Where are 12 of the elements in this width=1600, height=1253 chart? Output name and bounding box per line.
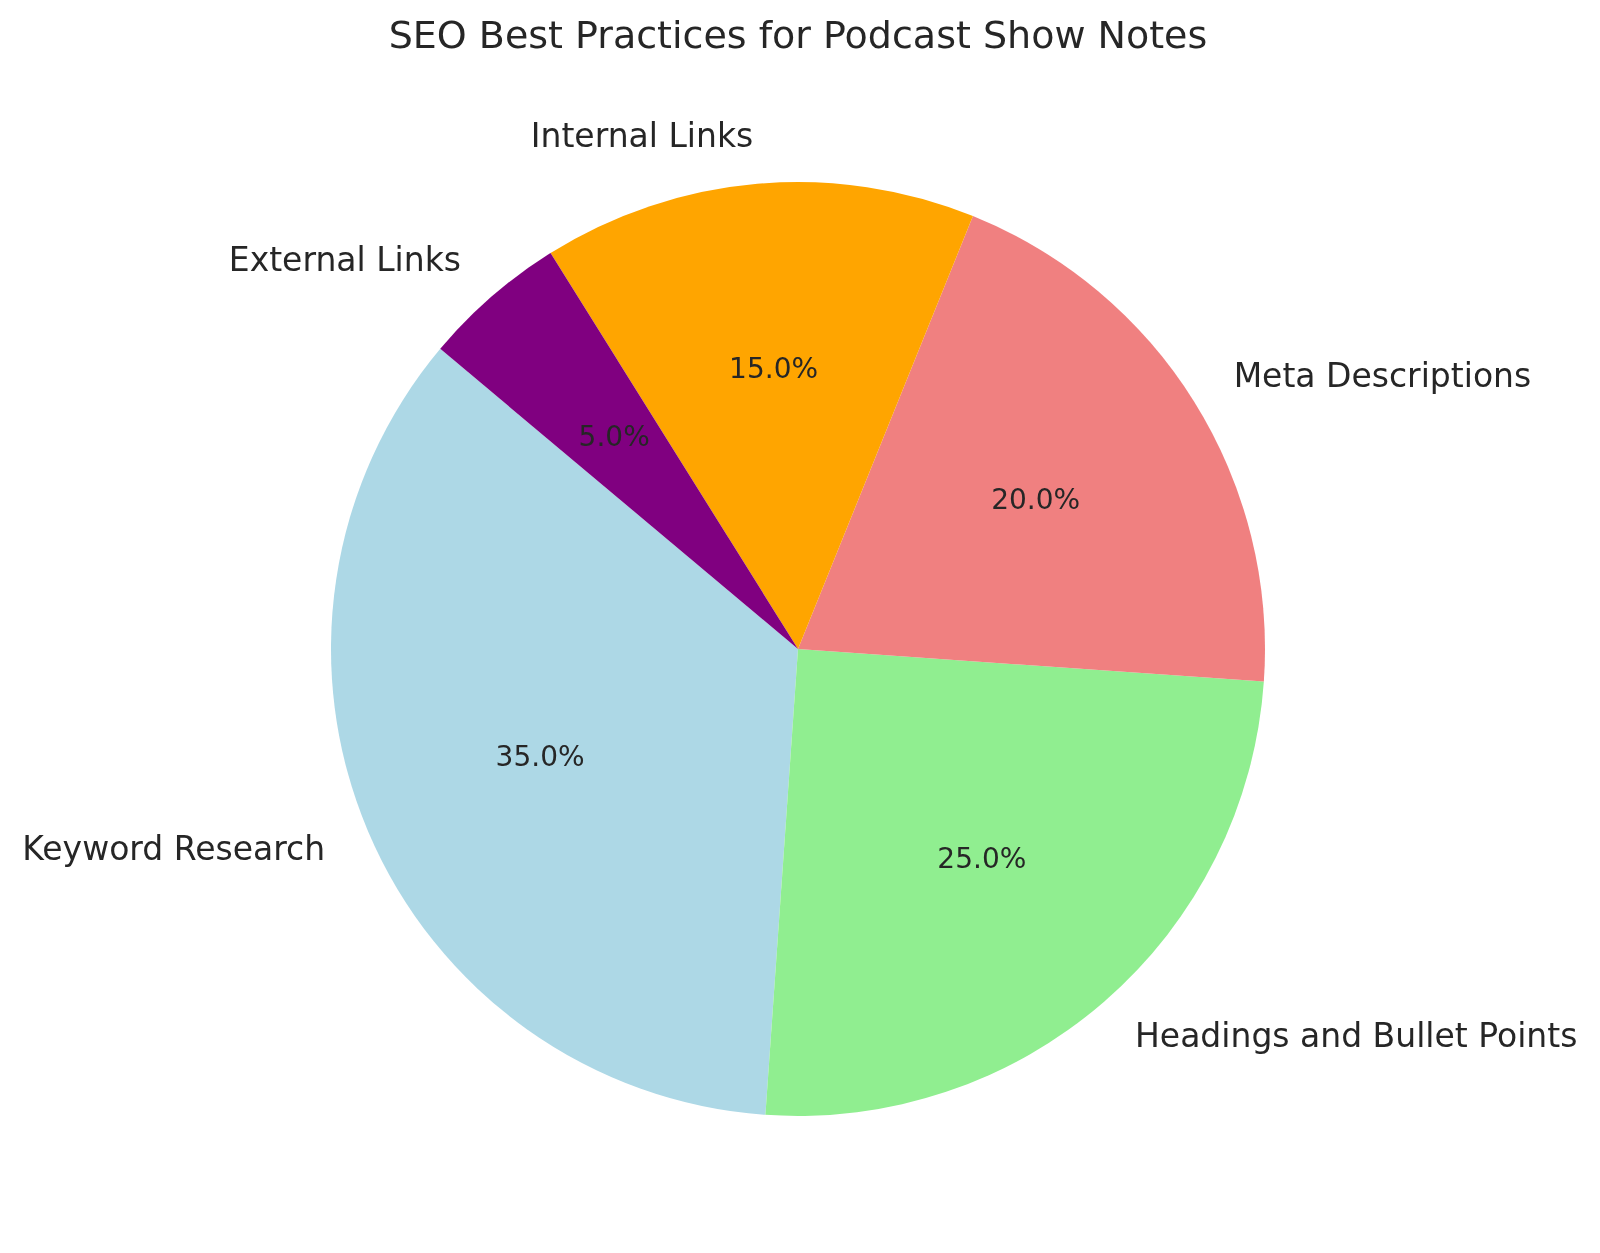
data-label: 5.0% [578, 419, 650, 453]
data-label: 15.0% [729, 351, 819, 385]
data-label: 20.0% [991, 482, 1081, 516]
slice-label: Keyword Research [22, 828, 326, 868]
slice-label: Headings and Bullet Points [1135, 1015, 1578, 1055]
data-label: 25.0% [937, 842, 1027, 876]
chart-title: SEO Best Practices for Podcast Show Notes [388, 13, 1208, 57]
slice-label: External Links [228, 240, 461, 280]
data-label: 35.0% [495, 740, 585, 774]
slice-label: Meta Descriptions [1233, 355, 1532, 395]
pie-slice [550, 182, 973, 649]
slice-label: Internal Links [530, 116, 754, 156]
